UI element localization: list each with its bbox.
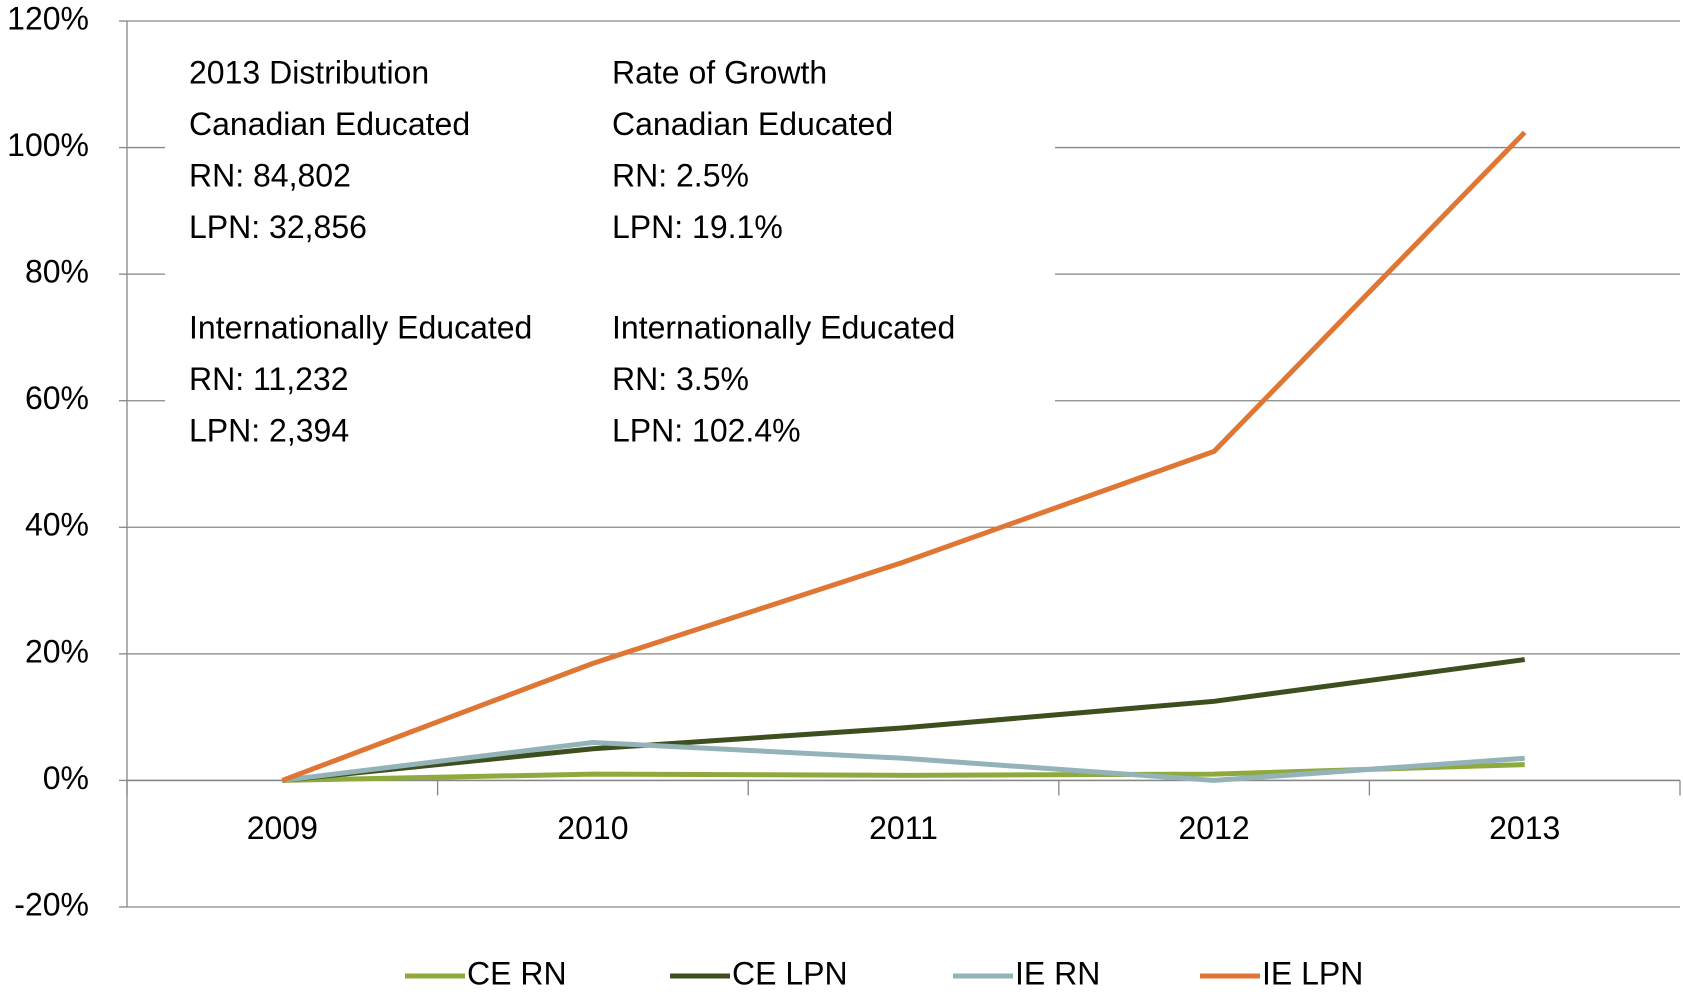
annotation: RN: 3.5% — [612, 361, 749, 397]
annotation: Internationally Educated — [612, 309, 955, 345]
x-tick-label: 2010 — [557, 810, 628, 846]
x-tick-label: 2011 — [869, 810, 938, 846]
x-tick-label: 2009 — [247, 810, 318, 846]
y-tick-label: 100% — [7, 127, 89, 163]
annotation: Canadian Educated — [189, 106, 470, 142]
annotation: LPN: 102.4% — [612, 412, 801, 448]
series-line — [281, 130, 1527, 783]
y-tick-label: 0% — [43, 760, 89, 796]
y-tick-label: -20% — [14, 886, 89, 922]
y-tick-label: 60% — [25, 380, 89, 416]
annotation: RN: 11,232 — [189, 361, 349, 397]
annotation: RN: 2.5% — [612, 157, 749, 193]
y-tick-label: 80% — [25, 254, 89, 290]
annotation: LPN: 19.1% — [612, 209, 783, 245]
legend-label: IE RN — [1015, 955, 1100, 991]
legend-label: CE LPN — [732, 955, 848, 991]
annotation: LPN: 2,394 — [189, 412, 349, 448]
annotation: Canadian Educated — [612, 106, 893, 142]
annotation-box — [165, 45, 1055, 455]
annotation: LPN: 32,856 — [189, 209, 367, 245]
annotation: Rate of Growth — [612, 54, 827, 90]
annotation: 2013 Distribution — [189, 54, 429, 90]
legend-label: IE LPN — [1262, 955, 1363, 991]
x-tick-label: 2012 — [1179, 810, 1250, 846]
y-tick-label: 120% — [7, 0, 89, 36]
series-line — [281, 739, 1525, 783]
annotation: RN: 84,802 — [189, 157, 351, 193]
series-line — [282, 657, 1526, 783]
x-tick-label: 2013 — [1489, 810, 1560, 846]
y-tick-label: 20% — [25, 633, 89, 669]
legend-label: CE RN — [467, 955, 567, 991]
annotation: Internationally Educated — [189, 309, 532, 345]
y-tick-label: 40% — [25, 507, 89, 543]
